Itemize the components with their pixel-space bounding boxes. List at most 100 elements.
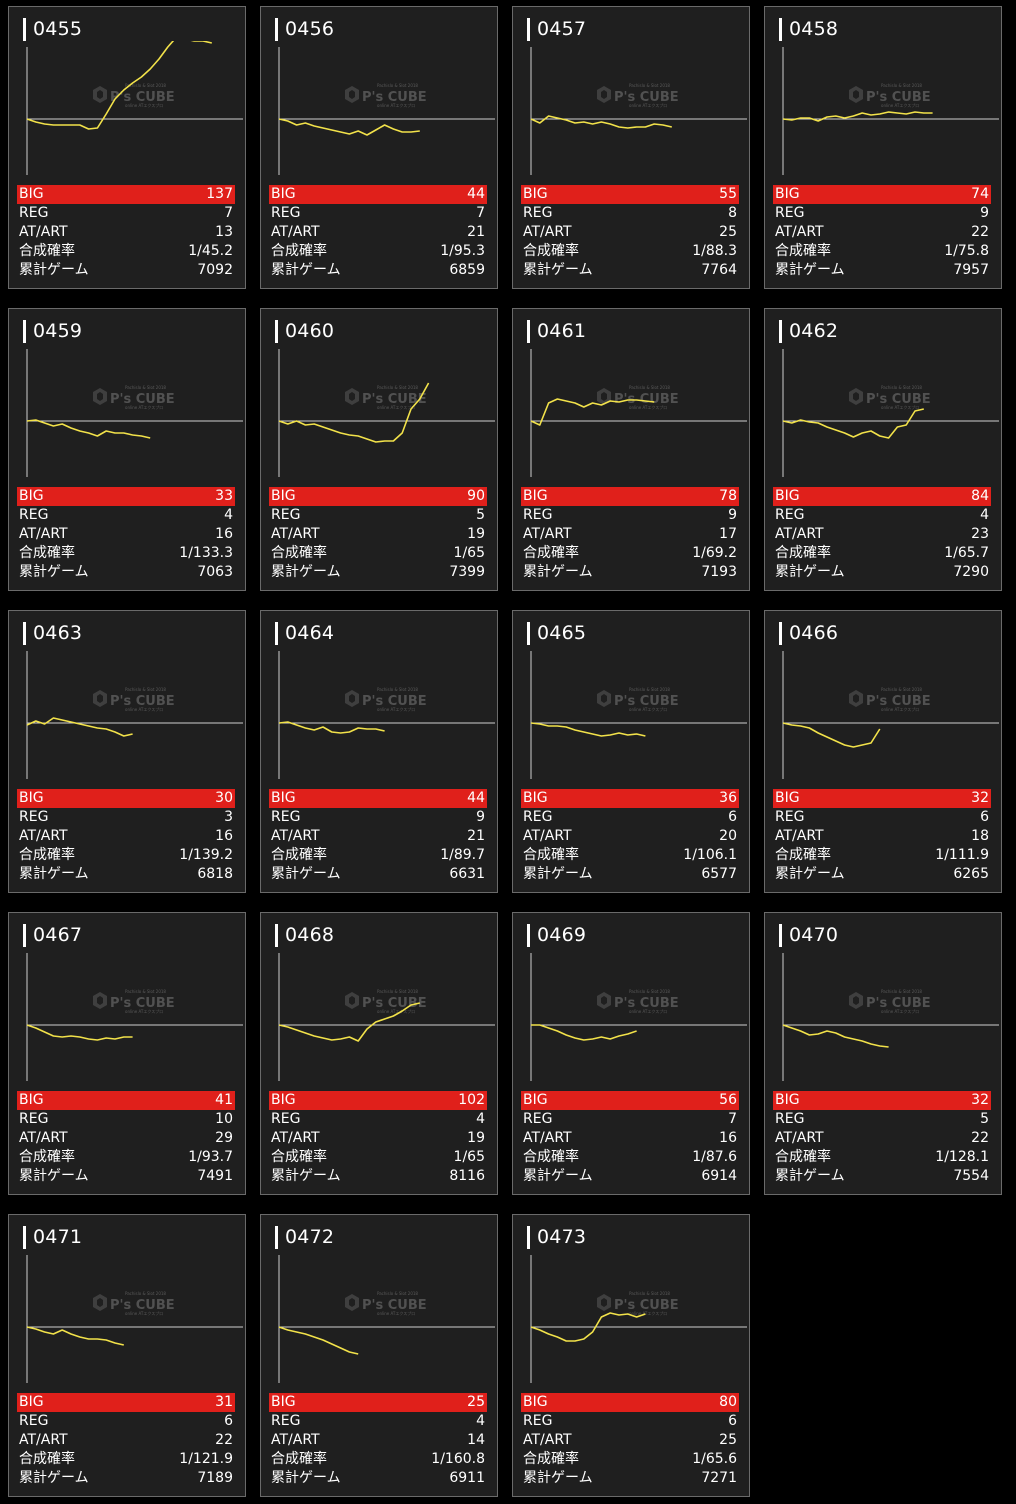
title-marker (779, 621, 782, 645)
machine-card[interactable]: 0462 Pachislo & Slot 2018 P's CUBE onlin… (764, 308, 1002, 591)
watermark-tagline: online ATエクスプロ (125, 404, 163, 410)
machine-card[interactable]: 0457 Pachislo & Slot 2018 P's CUBE onlin… (512, 6, 750, 289)
atart-row: AT/ART 19 (269, 525, 487, 544)
probability-label: 合成確率 (775, 1149, 831, 1165)
slump-graph: Pachislo & Slot 2018 P's CUBE online ATエ… (782, 651, 999, 779)
watermark-logo (93, 1294, 107, 1311)
probability-value: 1/65 (453, 1149, 485, 1165)
big-count: 32 (971, 1092, 989, 1108)
machine-card[interactable]: 0470 Pachislo & Slot 2018 P's CUBE onlin… (764, 912, 1002, 1195)
watermark-subtitle: Pachislo & Slot 2018 (629, 385, 670, 390)
atart-row: AT/ART 22 (773, 223, 991, 242)
reg-count: 4 (476, 1111, 485, 1127)
machine-card[interactable]: 0458 Pachislo & Slot 2018 P's CUBE onlin… (764, 6, 1002, 289)
watermark-tagline: online ATエクスプロ (125, 1310, 163, 1316)
machine-number: 0464 (285, 622, 335, 644)
probability-row: 合成確率 1/69.2 (521, 544, 739, 563)
reg-label: REG (523, 1413, 553, 1429)
reg-count: 6 (224, 1413, 233, 1429)
atart-label: AT/ART (271, 828, 320, 844)
big-row: BIG 102 (269, 1091, 487, 1110)
trend-line (26, 419, 151, 439)
watermark-tagline: online ATエクスプロ (377, 404, 415, 410)
games-label: 累計ゲーム (523, 564, 593, 580)
reg-label: REG (271, 205, 301, 221)
big-count: 30 (215, 790, 233, 806)
watermark-tagline: online ATエクスプロ (125, 706, 163, 712)
reg-row: REG 6 (521, 808, 739, 827)
watermark-logo (345, 690, 359, 707)
machine-card[interactable]: 0464 Pachislo & Slot 2018 P's CUBE onlin… (260, 610, 498, 893)
watermark-subtitle: Pachislo & Slot 2018 (377, 385, 418, 390)
watermark-subtitle: Pachislo & Slot 2018 (125, 687, 166, 692)
watermark-text: P's CUBE (110, 694, 175, 709)
probability-value: 1/89.7 (440, 847, 485, 863)
probability-value: 1/93.7 (188, 1149, 233, 1165)
reg-label: REG (19, 1413, 49, 1429)
games-label: 累計ゲーム (19, 1168, 89, 1184)
machine-card[interactable]: 0463 Pachislo & Slot 2018 P's CUBE onlin… (8, 610, 246, 893)
machine-card[interactable]: 0455 Pachislo & Slot 2018 P's CUBE onlin… (8, 6, 246, 289)
title-marker (527, 1225, 530, 1249)
machine-title: 0464 (275, 621, 334, 645)
big-count: 33 (215, 488, 233, 504)
games-value: 7189 (197, 1470, 233, 1486)
watermark-text: P's CUBE (362, 996, 427, 1011)
games-value: 7957 (953, 262, 989, 278)
probability-label: 合成確率 (19, 1149, 75, 1165)
games-label: 累計ゲーム (775, 564, 845, 580)
machine-card[interactable]: 0472 Pachislo & Slot 2018 P's CUBE onlin… (260, 1214, 498, 1497)
atart-label: AT/ART (19, 224, 68, 240)
big-label: BIG (19, 186, 44, 202)
machine-card[interactable]: 0456 Pachislo & Slot 2018 P's CUBE onlin… (260, 6, 498, 289)
big-label: BIG (775, 488, 800, 504)
atart-row: AT/ART 20 (521, 827, 739, 846)
atart-label: AT/ART (523, 1130, 572, 1146)
big-count: 74 (971, 186, 989, 202)
machine-card[interactable]: 0460 Pachislo & Slot 2018 P's CUBE onlin… (260, 308, 498, 591)
atart-count: 19 (467, 1130, 485, 1146)
reg-row: REG 9 (773, 204, 991, 223)
machine-card[interactable]: 0461 Pachislo & Slot 2018 P's CUBE onlin… (512, 308, 750, 591)
watermark-tagline: online ATエクスプロ (377, 1310, 415, 1316)
atart-row: AT/ART 18 (773, 827, 991, 846)
machine-card[interactable]: 0473 Pachislo & Slot 2018 P's CUBE onlin… (512, 1214, 750, 1497)
atart-row: AT/ART 22 (773, 1129, 991, 1148)
probability-label: 合成確率 (19, 1451, 75, 1467)
machine-card[interactable]: 0465 Pachislo & Slot 2018 P's CUBE onlin… (512, 610, 750, 893)
reg-count: 6 (728, 1413, 737, 1429)
games-row: 累計ゲーム 7063 (17, 563, 235, 582)
reg-count: 4 (224, 507, 233, 523)
reg-label: REG (775, 1111, 805, 1127)
machine-card[interactable]: 0471 Pachislo & Slot 2018 P's CUBE onlin… (8, 1214, 246, 1497)
watermark-logo (93, 690, 107, 707)
probability-value: 1/95.3 (440, 243, 485, 259)
probability-row: 合成確率 1/65.7 (773, 544, 991, 563)
probability-label: 合成確率 (19, 545, 75, 561)
machine-card[interactable]: 0468 Pachislo & Slot 2018 P's CUBE onlin… (260, 912, 498, 1195)
atart-label: AT/ART (19, 1432, 68, 1448)
machine-number: 0471 (33, 1226, 83, 1248)
atart-count: 21 (467, 224, 485, 240)
machine-number: 0468 (285, 924, 335, 946)
big-count: 44 (467, 790, 485, 806)
games-row: 累計ゲーム 6859 (269, 261, 487, 280)
games-value: 6577 (701, 866, 737, 882)
title-marker (23, 17, 26, 41)
probability-row: 合成確率 1/106.1 (521, 846, 739, 865)
machine-card[interactable]: 0466 Pachislo & Slot 2018 P's CUBE onlin… (764, 610, 1002, 893)
big-label: BIG (523, 1394, 548, 1410)
machine-card[interactable]: 0459 Pachislo & Slot 2018 P's CUBE onlin… (8, 308, 246, 591)
atart-count: 25 (719, 1432, 737, 1448)
probability-value: 1/88.3 (692, 243, 737, 259)
reg-label: REG (19, 205, 49, 221)
big-row: BIG 78 (521, 487, 739, 506)
watermark-tagline: online ATエクスプロ (377, 1008, 415, 1014)
trend-line (26, 41, 212, 130)
machine-card[interactable]: 0469 Pachislo & Slot 2018 P's CUBE onlin… (512, 912, 750, 1195)
stats-table: BIG 102 REG 4 AT/ART 19 合成確率 1/65 累計ゲーム … (269, 1091, 487, 1186)
games-label: 累計ゲーム (523, 1470, 593, 1486)
games-row: 累計ゲーム 6265 (773, 865, 991, 884)
machine-card[interactable]: 0467 Pachislo & Slot 2018 P's CUBE onlin… (8, 912, 246, 1195)
atart-count: 17 (719, 526, 737, 542)
